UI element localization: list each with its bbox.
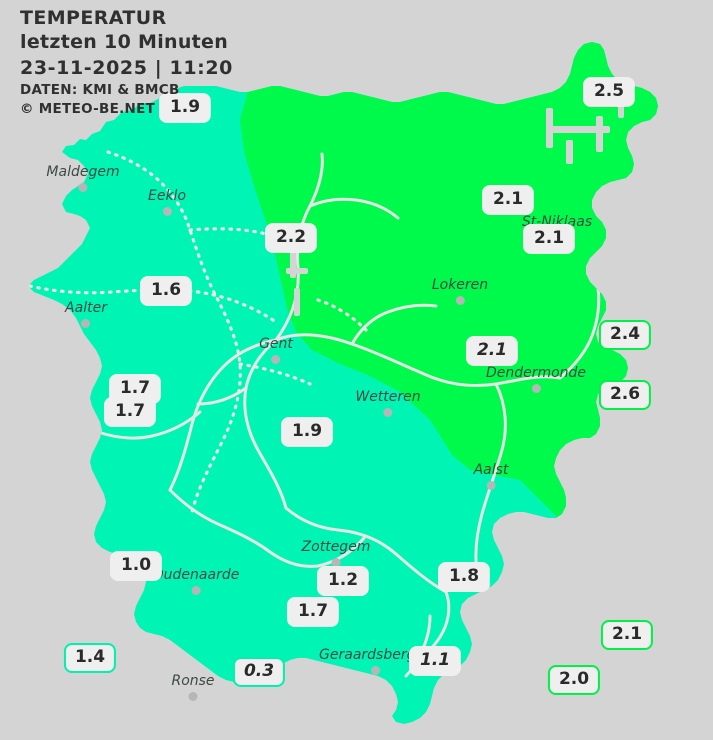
temperature-value-chip[interactable]: 2.0 (547, 665, 601, 695)
temperature-value-chip[interactable]: 1.1 (408, 646, 462, 676)
temperature-value-chip[interactable]: 1.4 (63, 643, 117, 673)
temperature-value-chip[interactable]: 2.6 (598, 380, 652, 410)
zone-warm (240, 42, 658, 560)
data-source: DATEN: KMI & BMCB (20, 82, 180, 98)
temperature-value-chip[interactable]: 1.8 (437, 562, 491, 592)
timestamp: 23-11-2025 | 11:20 (20, 57, 233, 79)
district-boundaries (28, 150, 368, 514)
harbour-detail (286, 96, 624, 316)
temperature-value-chip[interactable]: 2.1 (600, 620, 654, 650)
temperature-value-chip[interactable]: 1.9 (158, 93, 212, 123)
temperature-value-chip[interactable]: 2.4 (598, 320, 652, 350)
temperature-value-chip[interactable]: 1.7 (286, 597, 340, 627)
page-title: TEMPERATUR (20, 7, 167, 29)
temperature-value-chip[interactable]: 1.0 (109, 551, 163, 581)
temperature-value-chip[interactable]: 1.2 (316, 566, 370, 596)
temperature-value-chip[interactable]: 0.3 (232, 657, 286, 687)
temperature-value-chip[interactable]: 2.5 (582, 77, 636, 107)
temperature-value-chip[interactable]: 2.1 (522, 224, 576, 254)
page-subtitle: letzten 10 Minuten (20, 31, 229, 53)
temperature-value-chip[interactable]: 1.6 (139, 276, 193, 306)
temperature-value-chip[interactable]: 1.9 (280, 417, 334, 447)
temperature-value-chip[interactable]: 2.1 (481, 185, 535, 215)
header-block: TEMPERATUR letzten 10 Minuten 23-11-2025… (20, 6, 233, 119)
copyright-notice: © METEO-BE.NET (20, 101, 156, 117)
temperature-value-chip[interactable]: 1.7 (103, 397, 157, 427)
temperature-value-chip[interactable]: 2.1 (465, 336, 519, 366)
temperature-value-chip[interactable]: 2.2 (264, 223, 318, 253)
